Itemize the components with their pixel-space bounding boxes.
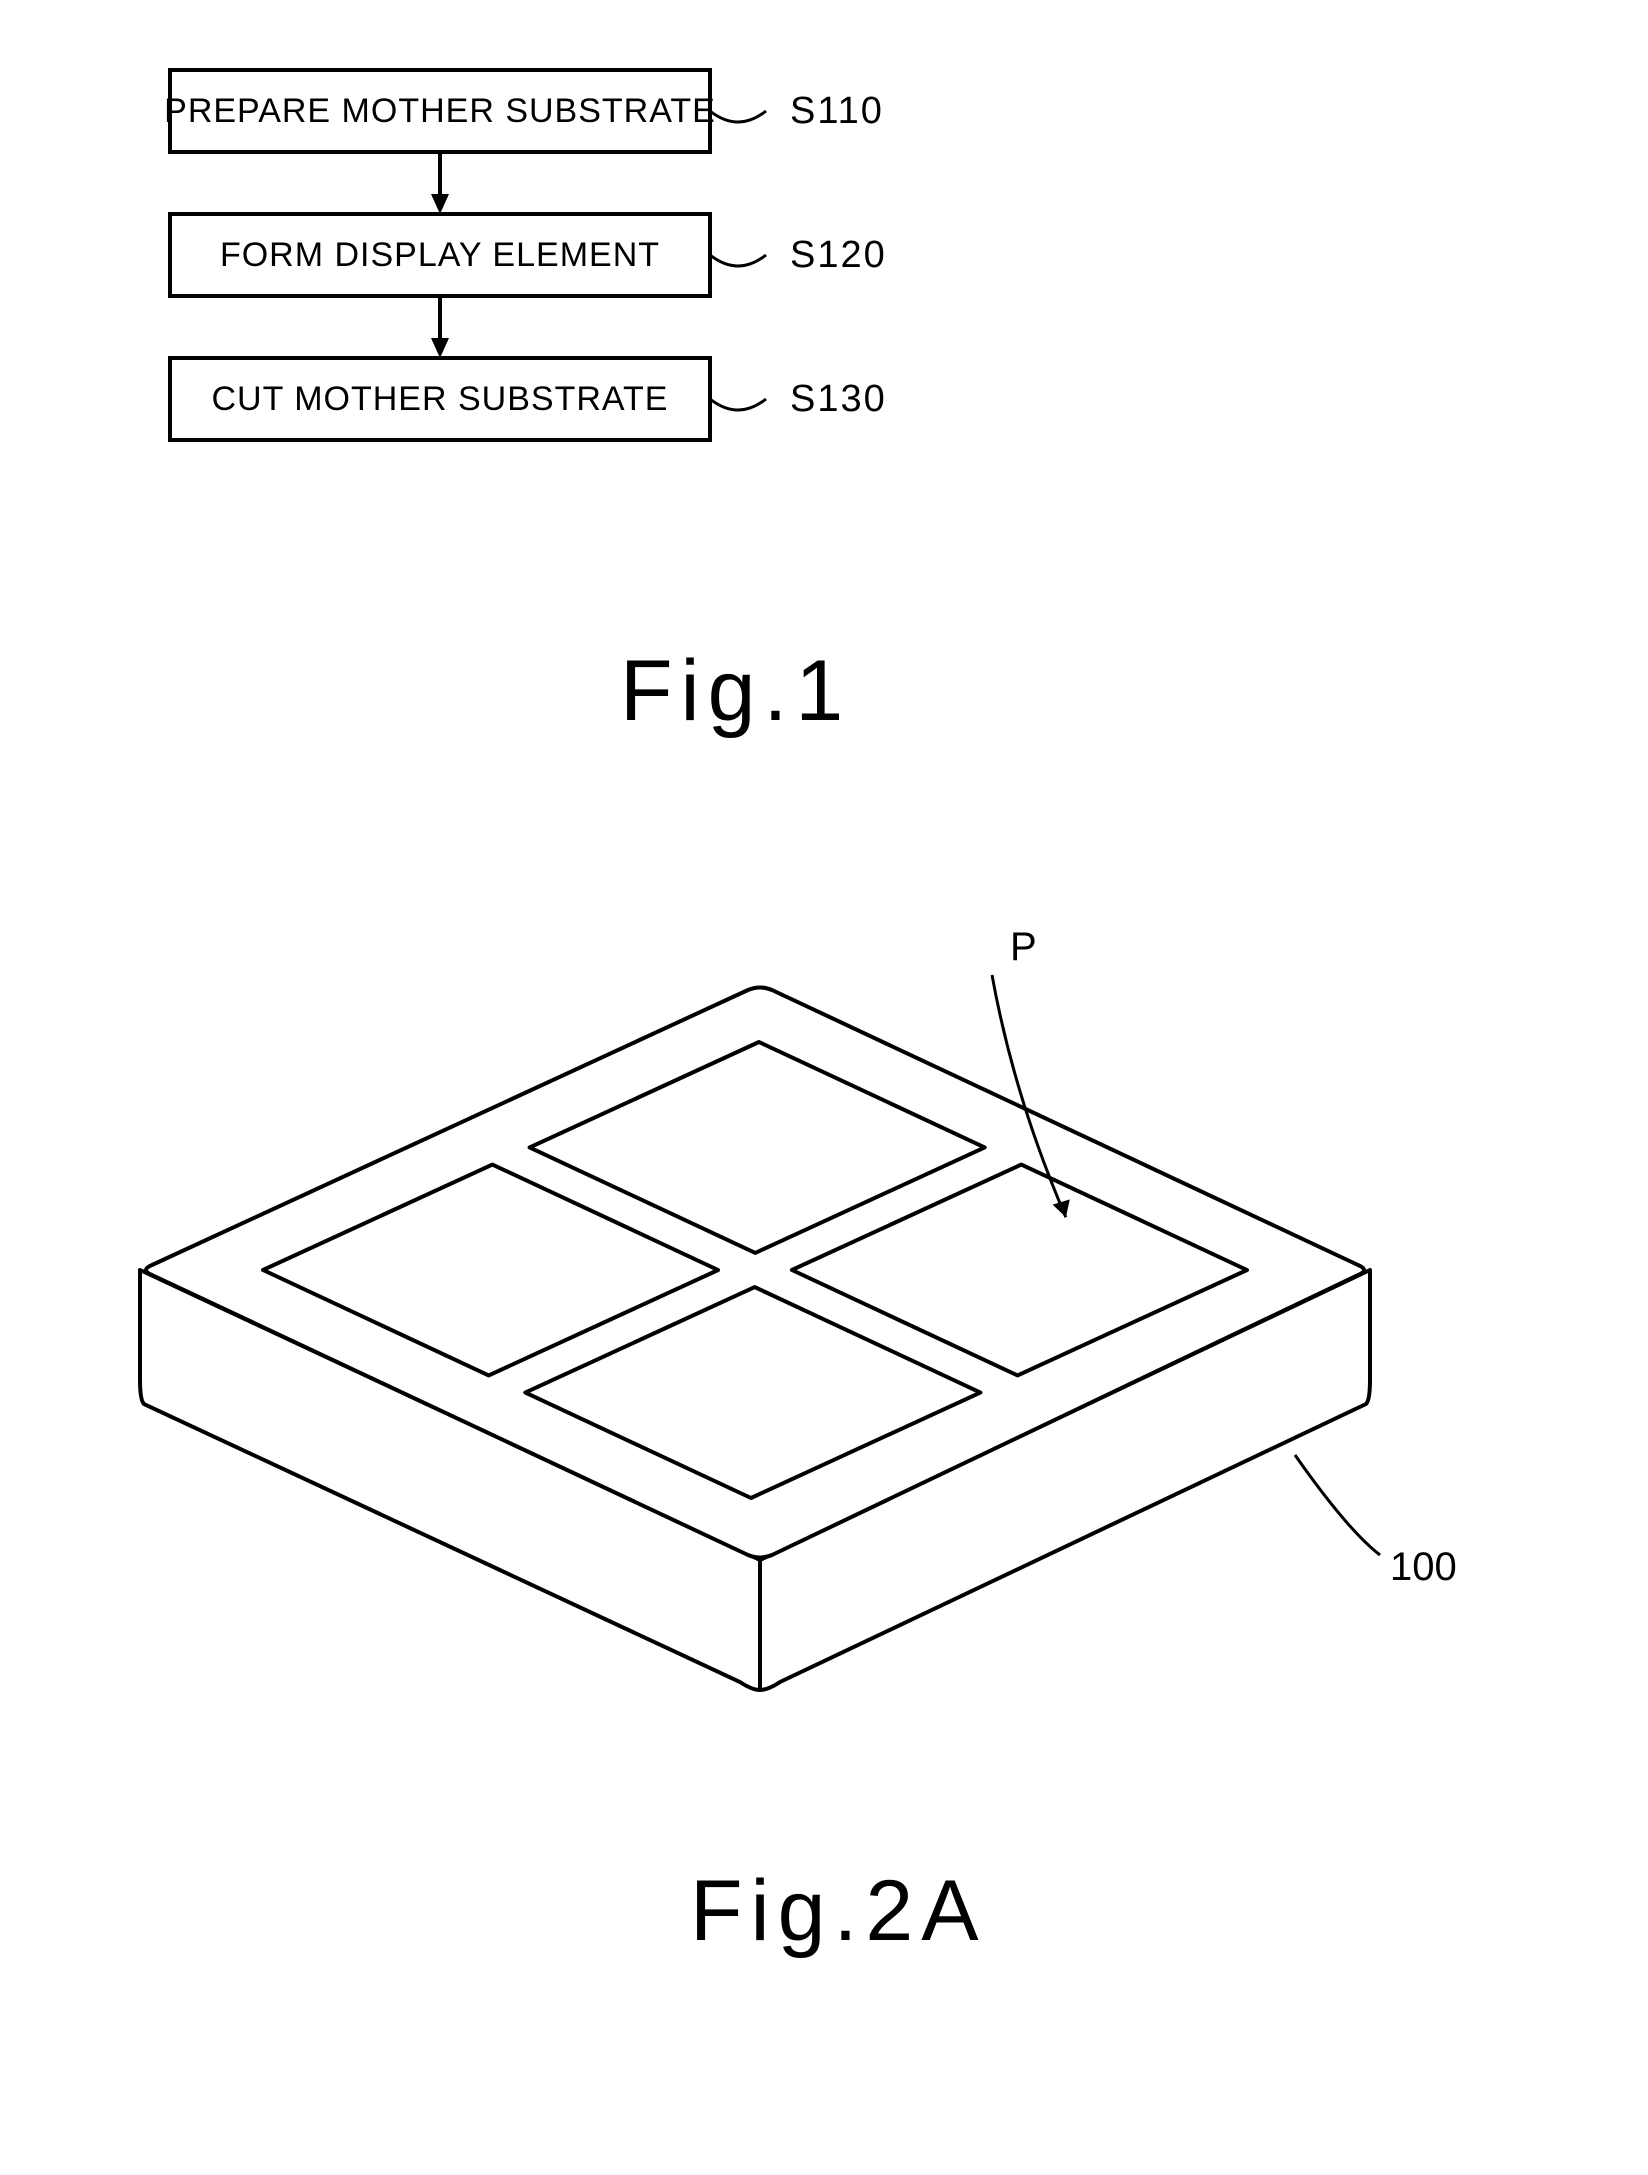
figure-canvas: PREPARE MOTHER SUBSTRATE S110 FORM DISPLAY… — [0, 0, 1648, 2175]
flow-step-leader — [710, 255, 766, 266]
page: PREPARE MOTHER SUBSTRATE S110 FORM DISPLAY… — [0, 0, 1648, 2175]
figure-1-caption: Fig.1 — [620, 643, 851, 739]
flowchart: PREPARE MOTHER SUBSTRATE S110 FORM DISPLAY… — [164, 70, 887, 440]
flow-step-label: PREPARE MOTHER SUBSTRATE — [164, 92, 716, 130]
substrate-diagram: P 100 — [140, 925, 1457, 1690]
panel-label: P — [1010, 925, 1037, 969]
flow-step-id: S110 — [790, 90, 884, 132]
flow-step-leader — [710, 399, 766, 410]
figure-2a-caption: Fig.2A — [690, 1863, 987, 1959]
flow-step-id: S130 — [790, 378, 887, 420]
flow-step-label: FORM DISPLAY ELEMENT — [220, 236, 660, 274]
flow-step-label: CUT MOTHER SUBSTRATE — [212, 380, 669, 418]
body-label-leader — [1295, 1455, 1380, 1555]
flow-step-leader — [710, 111, 766, 122]
flow-step-id: S120 — [790, 234, 887, 276]
flow-arrow-head — [431, 194, 449, 214]
flow-arrow-head — [431, 338, 449, 358]
body-label: 100 — [1390, 1545, 1457, 1589]
